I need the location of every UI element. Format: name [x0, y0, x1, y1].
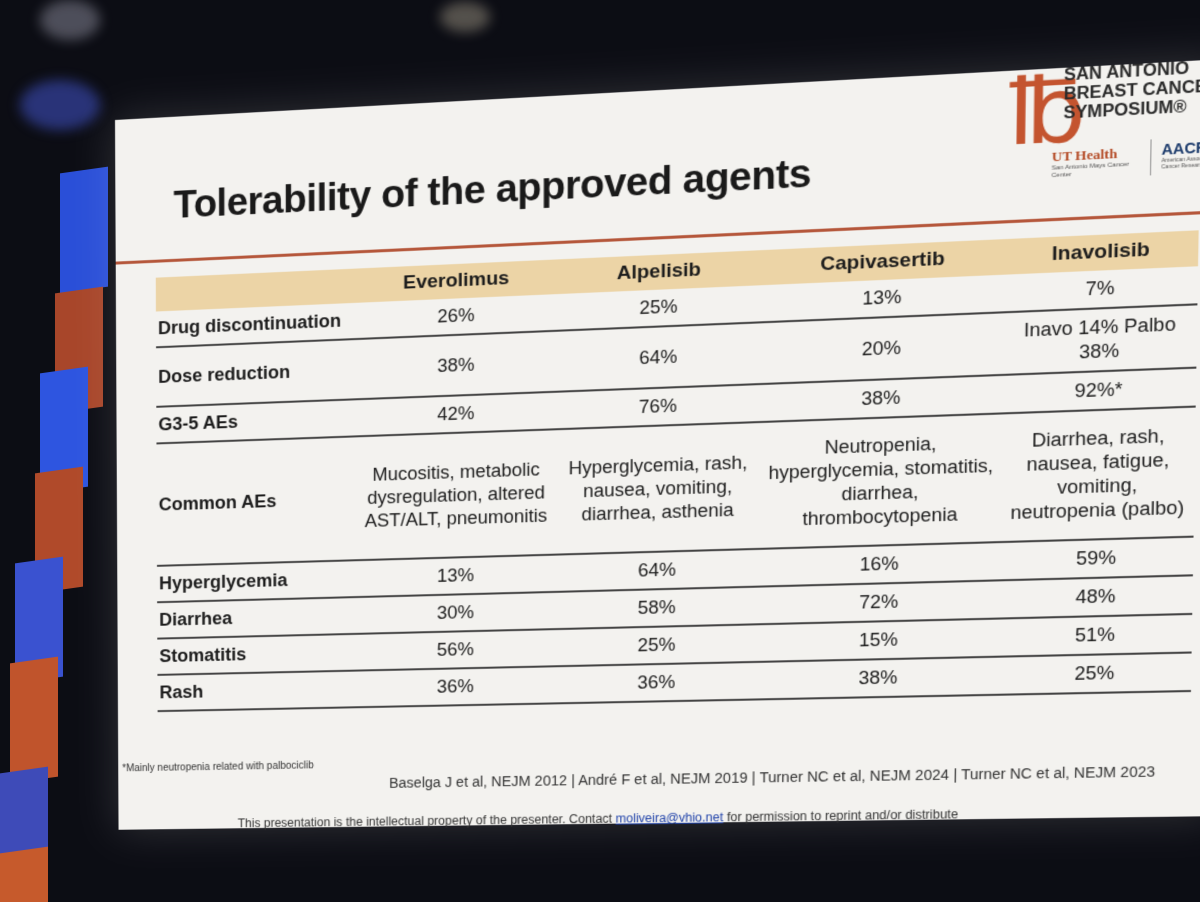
- footnote: *Mainly neutropenia related with palboci…: [122, 760, 314, 774]
- table-cell: 64%: [556, 322, 762, 391]
- ip-notice: This presentation is the intellectual pr…: [238, 807, 959, 830]
- table-cell: 36%: [357, 666, 556, 707]
- slide-title: Tolerability of the approved agents: [173, 152, 811, 227]
- table-cell: Inavo 14% Palbo 38%: [1003, 304, 1198, 375]
- table-cell: Neutropenia, hyperglycemia, stomatitis, …: [760, 413, 1002, 548]
- table-cell: 48%: [999, 575, 1192, 618]
- ut-health-sub: San Antonio Mays Cancer Center: [1051, 162, 1129, 181]
- table-cell: 13%: [357, 555, 556, 597]
- slide: Tolerability of the approved agents ℔ SA…: [115, 59, 1200, 830]
- sabcs-logo: ℔ SAN ANTONIO BREAST CANCER SYMPOSIUM® U…: [1007, 51, 1200, 189]
- table-cell: Mucositis, metabolic dysregulation, alte…: [357, 429, 557, 560]
- table-cell: Hyperglycemia, rash, nausea, vomiting, d…: [556, 422, 761, 555]
- table-cell: 30%: [357, 592, 556, 634]
- table-cell: 58%: [555, 587, 759, 630]
- table-cell: 51%: [999, 614, 1192, 657]
- ip-prefix: This presentation is the intellectual pr…: [238, 812, 613, 831]
- row-label: Rash: [157, 671, 356, 712]
- table-cell: 56%: [357, 629, 556, 670]
- table-cell: 25%: [998, 653, 1191, 695]
- row-label: Common AEs: [156, 436, 356, 565]
- tolerability-table: Everolimus Alpelisib Capivasertib Inavol…: [156, 230, 1199, 712]
- aacr-logo: AACR: [1161, 139, 1200, 158]
- table-cell: 64%: [555, 549, 760, 592]
- table-cell: 20%: [761, 312, 1003, 384]
- contact-email-link[interactable]: moliveira@vhio.net: [616, 810, 724, 825]
- table-cell: 38%: [759, 657, 999, 700]
- ip-suffix: for permission to reprint and/or distrib…: [727, 807, 958, 824]
- row-label: Dose reduction: [156, 339, 356, 407]
- table-cell: 36%: [555, 662, 759, 704]
- table-cell: 72%: [759, 580, 1000, 624]
- table-cell: 25%: [555, 624, 759, 666]
- row-label: Hyperglycemia: [157, 560, 357, 602]
- table-cell: Diarrhea, rash, nausea, fatigue, vomitin…: [1000, 407, 1195, 543]
- logo-divider: [1150, 139, 1152, 175]
- logo-line3: SYMPOSIUM®: [1063, 99, 1186, 122]
- row-label: Diarrhea: [157, 597, 356, 639]
- references: Baselga J et al, NEJM 2012 | André F et …: [389, 763, 1155, 791]
- row-label: Stomatitis: [157, 634, 356, 675]
- table-cell: 16%: [760, 542, 1001, 587]
- aacr-sub: American Association for Cancer Research…: [1161, 155, 1200, 171]
- table-cell: 38%: [356, 331, 556, 399]
- table-cell: 59%: [1000, 537, 1194, 581]
- table-cell: 15%: [759, 619, 999, 662]
